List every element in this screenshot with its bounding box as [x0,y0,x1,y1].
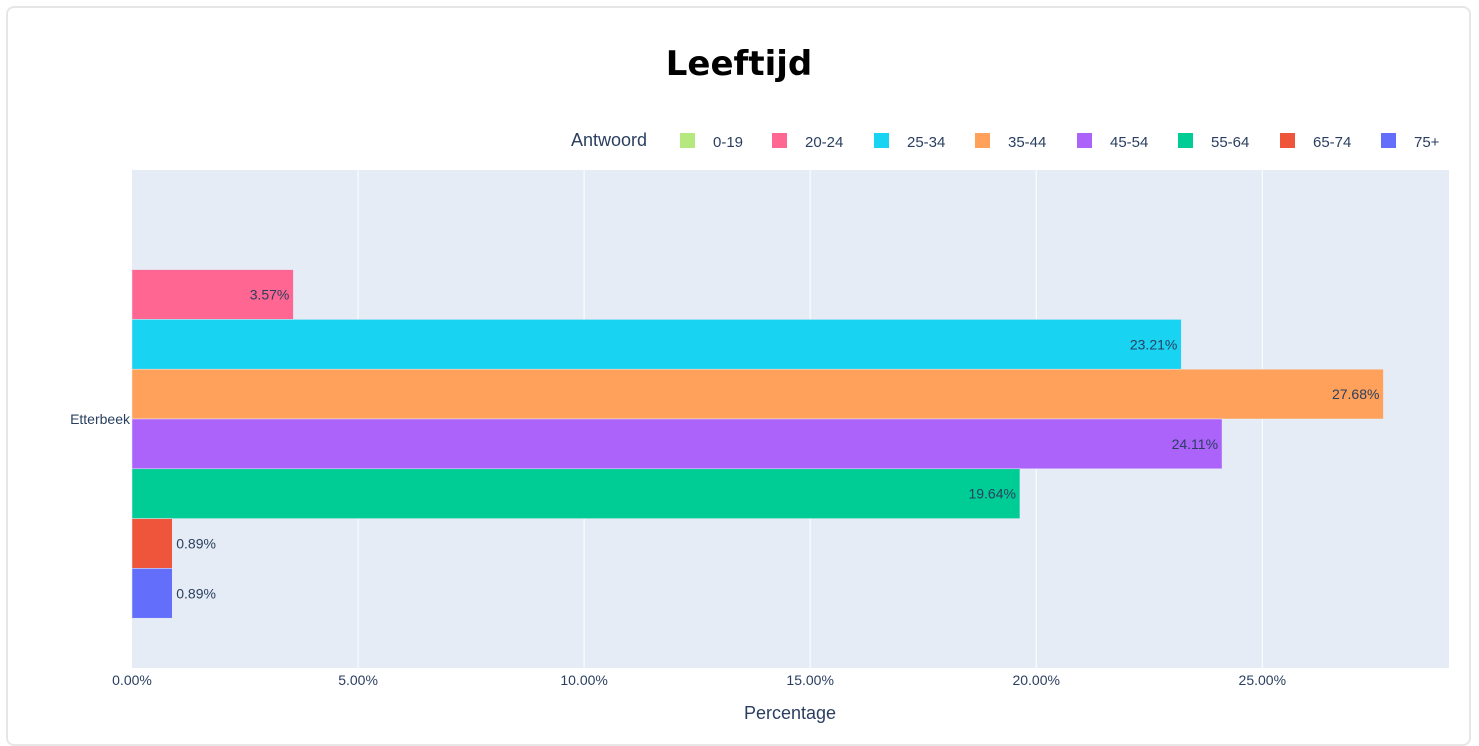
bar-65-74 [131,518,173,569]
legend-swatch [1280,133,1295,148]
x-axis-ticks: 0.00% 5.00% 10.00% 15.00% 20.00% 25.00% [112,672,1286,688]
legend-item-label: 55-64 [1211,134,1249,151]
x-tick-label: 0.00% [112,672,152,688]
x-tick-label: 10.00% [560,672,607,688]
bar-data-label: 0.89% [176,536,216,552]
legend-title: Antwoord [571,130,647,150]
bar-data-label: 23.21% [1130,336,1177,352]
legend-swatch [680,133,695,148]
bar-25-34 [131,319,1182,370]
bar-35-44 [131,368,1384,420]
bars [131,269,1384,619]
bar-data-label: 19.64% [968,486,1015,502]
legend-swatch [874,133,889,148]
legend-swatch [772,133,787,148]
x-axis-title: Percentage [744,703,836,723]
x-tick-label: 15.00% [786,672,833,688]
legend-item-label: 65-74 [1313,134,1351,151]
legend-swatch [1381,133,1396,148]
bar-data-label: 24.11% [1172,436,1218,452]
legend-item-label: 75+ [1414,134,1440,151]
legend-swatch [1077,133,1092,148]
bar-data-label: 3.57% [250,287,290,303]
bar-20-24 [131,269,294,320]
legend-item-label: 35-44 [1008,134,1046,151]
y-axis-ticks: Etterbeek [70,411,131,427]
legend-item-label: 25-34 [907,134,945,151]
legend-item-label: 20-24 [805,134,843,151]
bar-75+ [131,568,173,619]
legend-swatch [975,133,990,148]
legend-item-label: 45-54 [1110,134,1148,151]
x-tick-label: 25.00% [1239,672,1286,688]
chart-title: Leeftijd [666,44,812,84]
legend-swatch [1178,133,1193,148]
bar-55-64 [131,468,1021,519]
bar-data-label: 27.68% [1332,386,1379,402]
x-tick-label: 20.00% [1012,672,1059,688]
legend-item-label: 0-19 [713,134,743,151]
bar-data-label: 0.89% [176,585,216,601]
legend: Antwoord 0-19 20-24 25-34 35-44 45-54 55-64 65… [571,130,1440,151]
bar-labels: 3.57% 23.21% 27.68% 24.11% 19.64% 0.89% 0.89% [176,287,1379,602]
y-tick-label: Etterbeek [70,411,131,427]
x-tick-label: 5.00% [338,672,378,688]
bar-45-54 [131,418,1223,470]
